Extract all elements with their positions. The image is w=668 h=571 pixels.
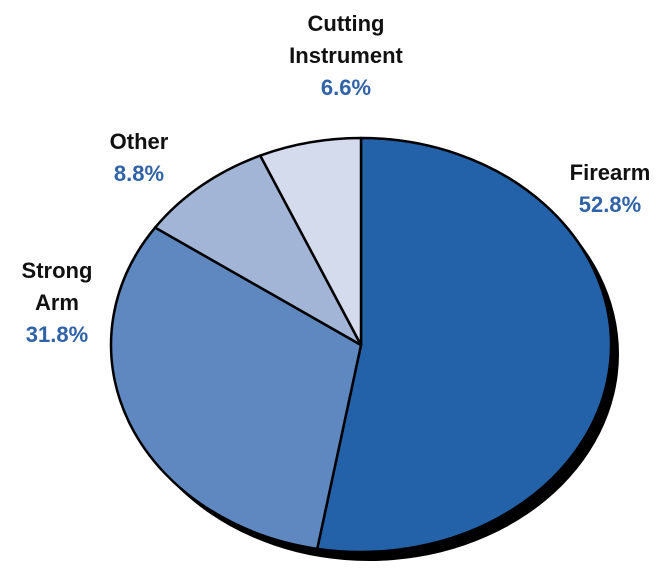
label-cutting-instrument: Cutting Instrument 6.6% (289, 11, 403, 100)
slice-firearm (315, 136, 613, 554)
label-strong-arm-percent: 31.8% (26, 322, 88, 347)
slice-other (153, 154, 363, 347)
label-cutting-instrument-name-line-1: Cutting (308, 11, 385, 36)
label-firearm-percent: 52.8% (579, 192, 641, 217)
label-strong-arm-name-line-2: Arm (35, 290, 79, 315)
slice-cutting-instrument (259, 136, 363, 347)
label-cutting-instrument-percent: 6.6% (321, 75, 371, 100)
label-firearm-name-line-1: Firearm (570, 160, 651, 185)
label-cutting-instrument-name-line-2: Instrument (289, 43, 403, 68)
label-other-name-line-1: Other (110, 129, 169, 154)
label-strong-arm: Strong Arm 31.8% (22, 258, 93, 347)
label-strong-arm-name-line-1: Strong (22, 258, 93, 283)
slice-strong-arm (109, 226, 363, 551)
label-other: Other 8.8% (110, 129, 169, 186)
label-firearm: Firearm 52.8% (570, 160, 651, 217)
label-other-percent: 8.8% (114, 161, 164, 186)
